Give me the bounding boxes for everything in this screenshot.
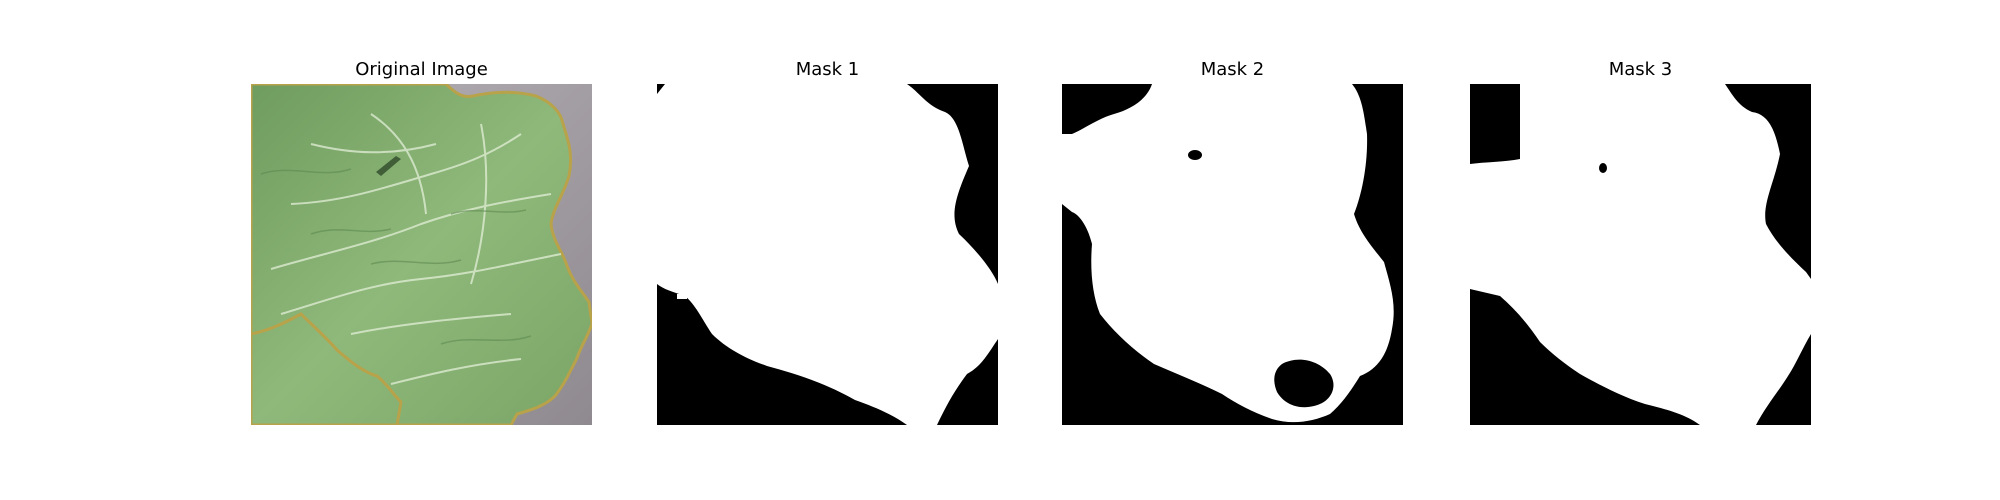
- original-leaf-photo: [251, 84, 592, 425]
- mask-2-hole-small: [1188, 150, 1202, 160]
- leaf-veins: [270, 113, 562, 385]
- panel-original-image: Original Image: [251, 57, 592, 427]
- mask-1-foreground: [657, 84, 998, 425]
- mask-1-speck: [677, 294, 687, 299]
- leaf-shape: [251, 84, 592, 425]
- mask-3-hole-small: [1599, 163, 1607, 173]
- mask-2-corner-bl: [1062, 374, 1122, 425]
- leaf-crease: [376, 156, 401, 176]
- mask-3-image: [1470, 84, 1811, 425]
- panel-mask-1: Mask 1: [657, 57, 998, 427]
- mask-3-hole-topleft: [1470, 84, 1519, 162]
- mask-1-image: [657, 84, 998, 425]
- mask-2-hole-bottom: [1274, 359, 1334, 408]
- panel-title-original: Original Image: [355, 59, 488, 80]
- panel-title-mask-2: Mask 2: [1200, 59, 1265, 80]
- mask-2-foreground: [1062, 84, 1394, 423]
- mask-2-hole-topleft: [1062, 84, 1152, 134]
- panel-mask-2: Mask 2: [1062, 57, 1403, 427]
- panel-title-mask-1: Mask 1: [795, 59, 860, 80]
- panel-title-mask-3: Mask 3: [1608, 59, 1673, 80]
- mask-2-image: [1062, 84, 1403, 425]
- leaf-texture: [260, 168, 532, 345]
- panel-mask-3: Mask 3: [1470, 57, 1811, 427]
- mask-3-foreground: [1470, 84, 1811, 425]
